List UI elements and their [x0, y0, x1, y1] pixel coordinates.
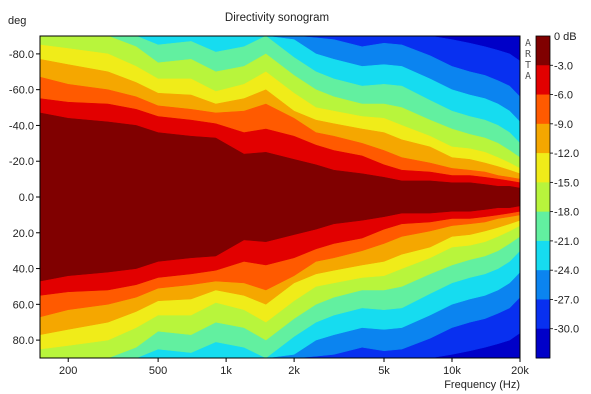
- heatmap-plot-area: [39, 35, 521, 359]
- x-tick-label: 20k: [511, 365, 529, 377]
- colorbar-segment: [536, 65, 550, 96]
- colorbar-level-label: -12.0: [554, 148, 579, 160]
- x-tick-label: 10k: [443, 365, 461, 377]
- chart-title: Directivity sonogram: [225, 12, 329, 24]
- y-tick-label: -20.0: [9, 156, 34, 168]
- y-tick-label: 80.0: [13, 335, 34, 347]
- colorbar-segment: [536, 240, 550, 271]
- watermark-letter: A: [525, 38, 531, 49]
- colorbar-segment: [536, 36, 550, 66]
- watermark-letter: A: [525, 71, 531, 82]
- color-scale-bar: 0 dB -3.0 -6.0 -9.0 -12.0 -15.0 -18.0 -21.0 -24.…: [535, 31, 579, 359]
- x-tick-label: 1k: [220, 365, 232, 377]
- colorbar-frame: [535, 35, 551, 359]
- colorbar-level-label: -9.0: [554, 119, 573, 131]
- watermark-letter: T: [525, 60, 531, 71]
- colorbar-level-label: -6.0: [554, 90, 573, 102]
- colorbar-level-label: -27.0: [554, 294, 579, 306]
- colorbar-segment: [536, 328, 550, 359]
- colorbar-level-label: -3.0: [554, 60, 573, 72]
- x-tick-label: 500: [149, 365, 167, 377]
- colorbar-level-label: -15.0: [554, 177, 579, 189]
- watermark-letter: R: [525, 49, 532, 60]
- x-tick-label: 2k: [288, 365, 300, 377]
- x-axis-ticks: 200 500 1k 2k 5k 10k 20k: [59, 358, 529, 377]
- colorbar-level-label: -30.0: [554, 324, 579, 336]
- y-tick-label: -40.0: [9, 120, 34, 132]
- x-axis-label: Frequency (Hz): [444, 379, 520, 391]
- y-tick-label: 0.0: [19, 192, 34, 204]
- colorbar-level-label: -24.0: [554, 265, 579, 277]
- y-axis-ticks: -80.0 -60.0 -40.0 -20.0 0.0 20.0 40.0 60.0 80.0: [9, 49, 40, 347]
- colorbar-unit-label: 0 dB: [554, 31, 577, 43]
- y-axis-label: deg: [8, 15, 26, 27]
- colorbar-segment: [536, 270, 550, 300]
- y-tick-label: 60.0: [13, 299, 34, 311]
- y-tick-label: 20.0: [13, 228, 34, 240]
- colorbar-segment: [536, 299, 550, 330]
- x-tick-label: 200: [59, 365, 77, 377]
- colorbar-segment: [536, 123, 550, 154]
- y-tick-label: -60.0: [9, 85, 34, 97]
- colorbar-segment: [536, 153, 550, 183]
- colorbar-segment: [536, 182, 550, 213]
- colorbar-level-label: -21.0: [554, 236, 579, 248]
- colorbar-level-label: -18.0: [554, 207, 579, 219]
- colorbar-segment: [536, 211, 550, 242]
- y-tick-label: -80.0: [9, 49, 34, 61]
- colorbar-segment: [536, 94, 550, 125]
- x-tick-label: 5k: [378, 365, 390, 377]
- y-tick-label: 40.0: [13, 264, 34, 276]
